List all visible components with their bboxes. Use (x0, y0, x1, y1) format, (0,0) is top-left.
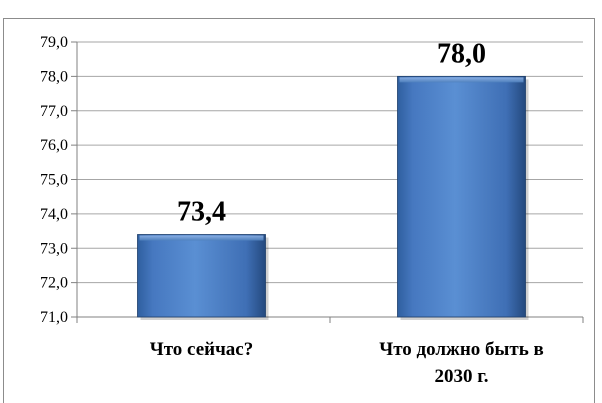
y-tick-label: 72,0 (40, 275, 68, 292)
bars (137, 75, 529, 320)
y-tick-label: 77,0 (40, 103, 68, 120)
y-tick-label: 75,0 (40, 172, 68, 189)
labels: 71,0 72,0 73,0 74,0 75,0 76,0 77,0 78,0 79,0 73,4… (40, 34, 544, 387)
bar (137, 234, 269, 320)
y-tick-label: 71,0 (40, 309, 68, 326)
bar-value-label: 73,4 (177, 197, 226, 228)
x-category-label: 2030 г. (435, 366, 489, 387)
y-tick-label: 79,0 (40, 34, 68, 51)
x-category-label: Что должно быть в (379, 339, 544, 360)
y-tick-label: 76,0 (40, 137, 68, 154)
bar-value-label: 78,0 (437, 38, 486, 69)
bar (397, 75, 529, 320)
x-category-label: Что сейчас? (150, 339, 253, 360)
y-tick-label: 73,0 (40, 240, 68, 257)
y-tick-label: 78,0 (40, 68, 68, 85)
y-tick-label: 74,0 (40, 206, 68, 223)
